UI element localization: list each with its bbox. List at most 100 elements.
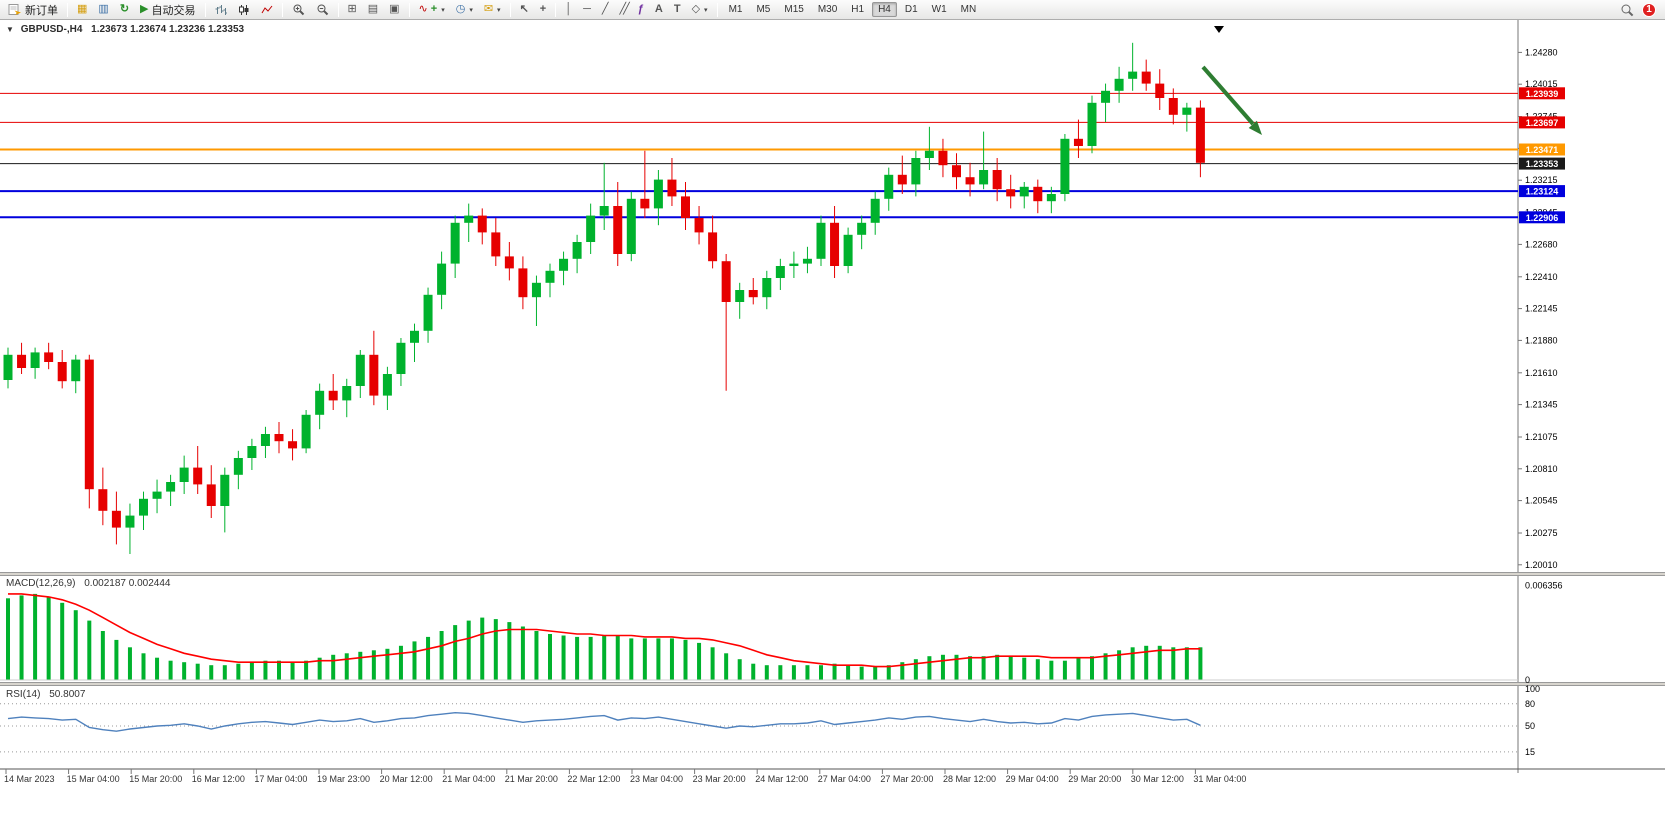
macd-bar (873, 666, 878, 680)
svg-text:19 Mar 23:00: 19 Mar 23:00 (317, 774, 370, 784)
candle-body (315, 390, 325, 415)
macd-bar (46, 596, 51, 680)
macd-bar (995, 654, 1000, 680)
macd-bar (561, 635, 566, 680)
chart-window[interactable]: 1.242801.240151.237451.234801.232151.229… (0, 20, 1665, 839)
timeframe-button-D1[interactable]: D1 (904, 4, 918, 15)
candle-body (979, 170, 989, 185)
search-icon[interactable] (1620, 3, 1634, 17)
timeframe-button-H1[interactable]: H1 (851, 4, 865, 15)
timeframe-button-H4[interactable]: H4 (872, 2, 897, 17)
cursor-button[interactable]: ↖ (515, 1, 534, 18)
macd-bar (507, 622, 512, 680)
macd-bar (263, 660, 268, 680)
candle-body (802, 258, 812, 264)
macd-bar (602, 635, 607, 680)
macd-bar (182, 662, 187, 680)
text-button[interactable]: A (650, 1, 668, 18)
crosshair-button[interactable]: + (535, 1, 551, 18)
macd-bar (1130, 647, 1135, 680)
toolbar-separator (408, 2, 410, 17)
horizontal-line-button[interactable]: ─ (578, 1, 596, 18)
candle-body (125, 515, 135, 528)
profiles-button[interactable]: ▦ (72, 1, 92, 18)
macd-bar (412, 641, 417, 680)
candle-body (613, 206, 623, 254)
bar-chart-button[interactable] (210, 1, 232, 18)
periods-button[interactable]: ◷ ▾ (451, 1, 478, 18)
timeframe-button-M1[interactable]: M1 (728, 4, 743, 15)
candle-body (1033, 186, 1043, 202)
candle-body (17, 354, 27, 368)
macd-bar (642, 638, 647, 680)
candle-body (1101, 90, 1111, 103)
svg-text:80: 80 (1525, 699, 1535, 709)
line-chart-button[interactable] (256, 1, 278, 18)
channel-button[interactable]: ╱╱ (615, 1, 632, 18)
svg-text:14 Mar 2023: 14 Mar 2023 (4, 774, 55, 784)
candle-body (152, 491, 162, 499)
macd-bar (398, 645, 403, 680)
macd-bar (493, 619, 498, 680)
macd-bar (791, 665, 796, 680)
trend-arrow[interactable] (1201, 65, 1255, 126)
candle-body (559, 258, 569, 271)
shapes-button[interactable]: ◇ ▾ (687, 1, 713, 18)
data-window-button[interactable]: ▥ (93, 1, 113, 18)
price-axis[interactable] (1518, 20, 1665, 773)
candle-body (111, 510, 121, 528)
svg-text:1.21345: 1.21345 (1525, 400, 1558, 410)
macd-bar (1022, 657, 1027, 680)
arrange-windows-button[interactable]: ▣ (384, 1, 404, 18)
timeframe-button-M30[interactable]: M30 (817, 4, 838, 15)
trend-arrow-head[interactable] (1248, 120, 1262, 135)
macd-bar (1157, 645, 1162, 680)
refresh-button[interactable]: ↻ (115, 1, 134, 18)
panel-separator[interactable] (0, 572, 1665, 576)
macd-bar (1103, 653, 1108, 680)
timeframe-button-M15[interactable]: M15 (784, 4, 804, 15)
candle-body (545, 270, 555, 283)
toolbar-separator (337, 2, 339, 17)
svg-text:22 Mar 12:00: 22 Mar 12:00 (567, 774, 620, 784)
svg-text:1.20810: 1.20810 (1525, 464, 1558, 474)
candle-body (410, 330, 419, 343)
panel-separator[interactable] (0, 682, 1665, 686)
horizontal-line-icon: ─ (583, 3, 591, 15)
candle-body (518, 268, 528, 298)
candle-body (71, 359, 81, 382)
chart-canvas[interactable]: 1.242801.240151.237451.234801.232151.229… (0, 20, 1665, 790)
text-label-button[interactable]: T (669, 1, 686, 18)
notification-badge[interactable]: 1 (1642, 2, 1656, 17)
channel-icon: ╱╱ (619, 3, 630, 15)
zoom-in-button[interactable] (287, 1, 310, 18)
candlestick-chart-button[interactable] (233, 1, 255, 18)
vertical-line-button[interactable]: │ (560, 1, 577, 18)
timeframe-button-MN[interactable]: MN (960, 4, 977, 15)
main-toolbar: 新订单 ▦ ▥ ↻ ▶ 自动交易 ⊞ ▤ ▣ ∿ + ▾ ◷ ▾ ✉ ▾ ↖ + │ ─… (0, 0, 1665, 20)
candle-body (179, 467, 189, 482)
down-triangle-marker[interactable] (1214, 26, 1224, 33)
auto-trading-button[interactable]: ▶ 自动交易 (135, 1, 200, 18)
candle-body (274, 434, 284, 442)
timeframe-button-M5[interactable]: M5 (756, 4, 771, 15)
svg-text:21 Mar 04:00: 21 Mar 04:00 (442, 774, 495, 784)
candle-body (1195, 107, 1205, 163)
svg-text:15 Mar 20:00: 15 Mar 20:00 (129, 774, 182, 784)
macd-bar (751, 663, 756, 680)
tile-windows-button[interactable]: ⊞ (343, 1, 362, 18)
fibonacci-button[interactable]: ƒ (633, 1, 649, 18)
cascade-windows-button[interactable]: ▤ (363, 1, 383, 18)
timeframe-button-W1[interactable]: W1 (931, 4, 947, 15)
svg-text:1.23353: 1.23353 (1526, 159, 1559, 169)
zoom-out-button[interactable] (311, 1, 334, 18)
new-order-button[interactable]: 新订单 (3, 1, 63, 18)
trendline-button[interactable]: ╱ (597, 1, 614, 18)
svg-text:23 Mar 04:00: 23 Mar 04:00 (630, 774, 683, 784)
svg-text:1.24015: 1.24015 (1525, 79, 1558, 89)
indicators-button[interactable]: ∿ + ▾ (414, 1, 450, 18)
templates-button[interactable]: ✉ ▾ (479, 1, 506, 18)
crosshair-icon: + (539, 3, 547, 15)
macd-bar (87, 620, 92, 680)
time-axis[interactable] (0, 774, 1665, 788)
